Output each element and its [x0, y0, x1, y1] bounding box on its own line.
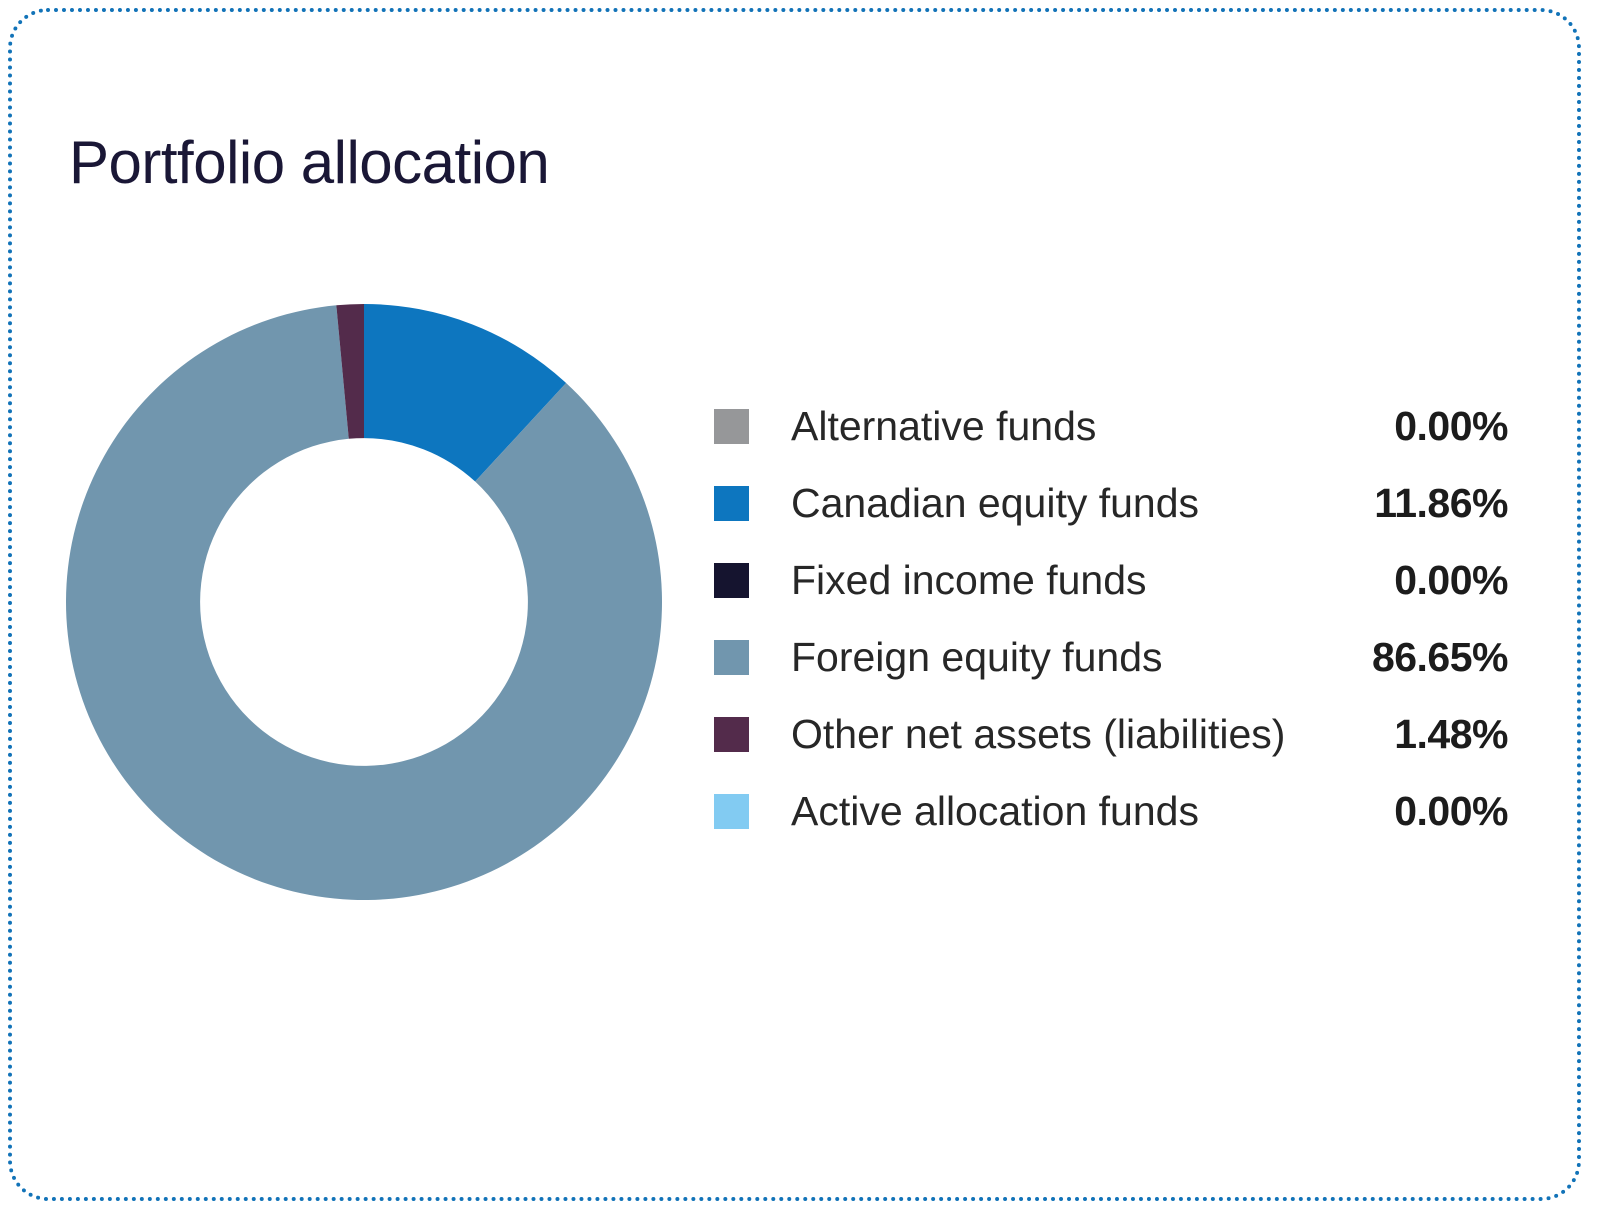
- page-title: Portfolio allocation: [69, 129, 550, 196]
- legend-row[interactable]: Alternative funds 0.00%: [714, 388, 1514, 465]
- legend-item-label: Active allocation funds: [791, 788, 1199, 834]
- legend-item-value: 86.65%: [1371, 634, 1509, 680]
- legend-item-value: 1.48%: [1394, 711, 1508, 757]
- donut-slice[interactable]: [336, 304, 364, 439]
- legend-row[interactable]: Other net assets (liabilities) 1.48%: [714, 696, 1514, 773]
- portfolio-allocation-card: Portfolio allocation Alternative funds 0…: [8, 8, 1581, 1201]
- legend-item-value: 0.00%: [1394, 403, 1508, 449]
- legend-row[interactable]: Fixed income funds 0.00%: [714, 542, 1514, 619]
- legend-swatch-icon: [714, 794, 749, 829]
- donut-slice[interactable]: [66, 305, 663, 900]
- legend-row[interactable]: Canadian equity funds 11.86%: [714, 465, 1514, 542]
- donut-slice[interactable]: [364, 304, 567, 482]
- legend-swatch-icon: [714, 486, 749, 521]
- legend-item-label: Alternative funds: [791, 403, 1097, 449]
- legend-row[interactable]: Foreign equity funds 86.65%: [714, 619, 1514, 696]
- donut-slice-group: [66, 304, 663, 900]
- legend-item-value: 0.00%: [1394, 557, 1508, 603]
- legend-item-label: Foreign equity funds: [791, 634, 1163, 680]
- legend-swatch-icon: [714, 717, 749, 752]
- legend-item-label: Other net assets (liabilities): [791, 711, 1286, 757]
- legend-item-label: Canadian equity funds: [791, 480, 1200, 526]
- donut-svg: [66, 304, 663, 900]
- legend-swatch-icon: [714, 563, 749, 598]
- legend-item-value: 0.00%: [1394, 788, 1508, 834]
- chart-legend: Alternative funds 0.00% Canadian equity …: [714, 388, 1514, 850]
- legend-swatch-icon: [714, 409, 749, 444]
- portfolio-allocation-donut-chart: [58, 296, 670, 908]
- legend-item-label: Fixed income funds: [791, 557, 1147, 603]
- legend-item-value: 11.86%: [1374, 480, 1508, 526]
- legend-row[interactable]: Active allocation funds 0.00%: [714, 773, 1514, 850]
- legend-swatch-icon: [714, 640, 749, 675]
